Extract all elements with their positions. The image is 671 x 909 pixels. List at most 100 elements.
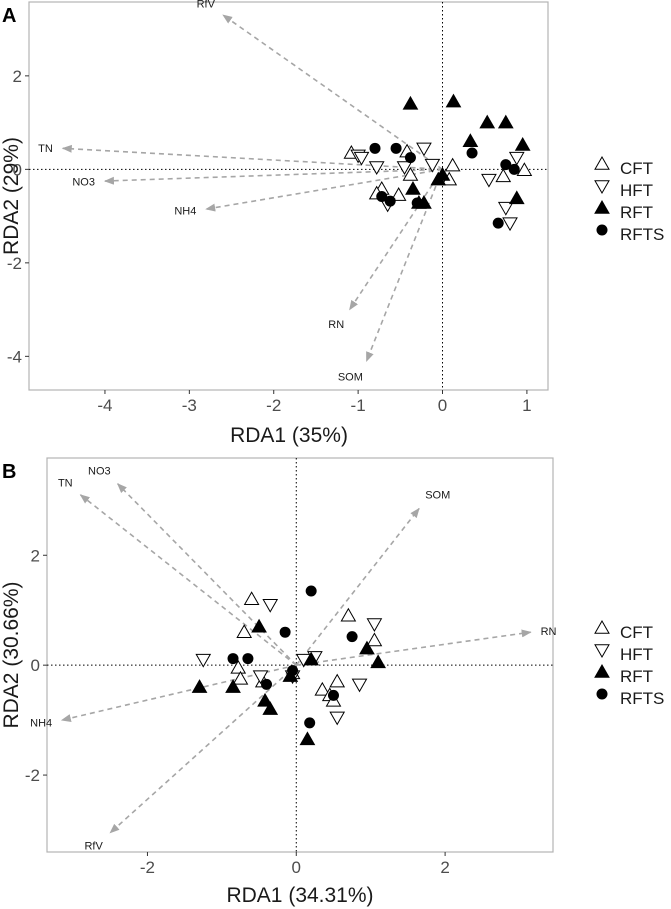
panel-b-arrow-label-rn: RN: [541, 626, 557, 638]
panel-a-x-tick-label: 0: [438, 396, 447, 415]
panel-a-point-rfts: [384, 195, 396, 207]
panel-a-arrow-label-nh4: NH4: [174, 206, 196, 218]
panel-b-arrow-label-nh4: NH4: [30, 717, 52, 729]
legend-b-marker-rfts: [596, 688, 608, 700]
panel-a-y-tick-label: 2: [13, 67, 22, 86]
panel-b-point-cft: [232, 670, 249, 685]
panel-b-point-rfts: [305, 585, 317, 597]
panel-a-point-hft: [424, 158, 441, 173]
panel-a-x-tick-label: -2: [266, 396, 281, 415]
panel-a-point-rft: [434, 166, 451, 181]
panel-b-point-cft: [314, 681, 331, 696]
panel-b-arrow-label-rfv: RfV: [84, 840, 103, 852]
panel-a-x-tick-label: -4: [97, 396, 112, 415]
panel-a-x-tick-label: 1: [522, 396, 531, 415]
panel-b-point-rft: [257, 692, 273, 707]
panel-a-x-tick-label: -3: [182, 396, 197, 415]
panel-b: B NO3 TN SOM RN NH4 RfV -2 0 2 -2 0 2 RDA1 (34.31%…: [0, 457, 557, 907]
panel-a-arrow-label-rfv: RfV: [197, 0, 216, 10]
panel-a-point-rft: [508, 190, 525, 205]
panel-b-point-hft: [329, 711, 346, 726]
panel-b-point-rfts: [327, 689, 339, 701]
panel-b-point-rfts: [346, 631, 358, 643]
legend-a-label-rft: RFT: [620, 203, 653, 222]
panel-a-point-rft: [402, 95, 419, 110]
legend-a-marker-rft: [594, 199, 610, 214]
panel-a-point-cft: [495, 168, 512, 183]
legend-b-label-cft: CFT: [620, 623, 653, 642]
panel-a-point-rfts: [390, 142, 402, 154]
panel-a-arrow-label-rn: RN: [328, 319, 344, 331]
panel-a-arrow-rfv: [222, 14, 443, 171]
panel-a-x-tick-label: -1: [351, 396, 366, 415]
panel-a-point-hft: [416, 142, 432, 157]
panel-b-plot-frame: [46, 457, 554, 853]
legend-a-marker-cft: [594, 155, 610, 170]
panel-a-point-rft: [462, 133, 479, 148]
panel-a-point-rfts: [404, 152, 416, 164]
panel-b-point-hft: [252, 670, 269, 685]
panel-b-point-hft: [262, 598, 279, 613]
panel-b-arrow-rfv: [109, 664, 297, 834]
panel-b-x-tick-label: 2: [440, 858, 449, 877]
panel-a-y-tick-label: -4: [7, 347, 22, 366]
panel-a-y-tick-label: 0: [13, 160, 22, 179]
panel-a-point-hft: [396, 161, 413, 176]
panel-b-arrow-label-tn: TN: [58, 478, 73, 490]
panel-b-arrow-rn: [296, 629, 532, 666]
panel-b-letter: B: [2, 461, 16, 483]
panel-a-point-cft: [516, 162, 533, 177]
panel-b-point-cft: [230, 659, 247, 674]
panel-a-point-rfts: [492, 217, 504, 229]
panel-b-point-rft: [262, 701, 279, 715]
legend-b: CFT HFT RFT RFTS: [594, 619, 664, 708]
panel-b-point-hft: [366, 618, 383, 632]
panel-a-arrow-no3: [103, 168, 443, 185]
panel-a-arrow-nh4: [205, 168, 443, 212]
panel-a-point-rft: [514, 137, 531, 151]
panel-b-point-rft: [359, 640, 375, 655]
panel-a-letter: A: [2, 5, 16, 27]
panel-b-point-rft: [225, 679, 241, 693]
panel-b-point-cft: [243, 591, 260, 605]
legend-a-label-rfts: RFTS: [620, 225, 664, 244]
legend-b-marker-hft: [594, 644, 610, 659]
panel-b-x-axis-title: RDA1 (34.31%): [226, 884, 373, 907]
panel-a-point-rfts: [411, 197, 423, 209]
panel-b-point-rfts: [287, 665, 299, 677]
panel-a-point-rfts: [466, 147, 478, 159]
panel-b-point-rfts: [242, 653, 254, 665]
panel-b-arrow-tn: [79, 494, 297, 666]
panel-a-point-hft: [368, 161, 385, 176]
panel-b-x-tick-label: -2: [140, 858, 155, 877]
legend-a-marker-rfts: [596, 224, 608, 236]
legend-a: CFT HFT RFT RFTS: [594, 155, 664, 244]
panel-b-point-rfts: [304, 717, 316, 729]
panel-a-arrow-label-no3: NO3: [72, 176, 95, 188]
panel-b-point-hft: [195, 653, 212, 668]
panel-a-y-tick-label: -2: [7, 254, 22, 273]
panel-b-y-tick-label: 2: [31, 546, 40, 565]
panel-a-point-rfts: [376, 190, 388, 202]
panel-b-arrow-label-no3: NO3: [88, 466, 111, 478]
panel-b-point-cft: [329, 673, 346, 688]
legend-a-marker-hft: [594, 180, 610, 195]
legend-b-marker-rft: [594, 663, 610, 678]
panel-a-point-rfts: [500, 159, 512, 171]
panel-b-point-cft: [366, 632, 383, 647]
panel-b-point-rft: [303, 651, 320, 666]
panel-b-arrow-som: [295, 507, 420, 666]
panel-b-arrow-label-som: SOM: [425, 490, 450, 502]
legend-b-label-rft: RFT: [620, 667, 653, 686]
panel-b-point-hft: [351, 678, 368, 693]
legend-b-label-rfts: RFTS: [620, 689, 664, 708]
panel-b-point-rfts: [261, 678, 273, 690]
panel-b-point-cft: [236, 624, 253, 638]
legend-a-label-cft: CFT: [620, 159, 653, 178]
panel-b-arrow-no3: [116, 483, 297, 666]
panel-b-point-rft: [370, 654, 386, 669]
panel-a-point-hft: [353, 151, 370, 166]
panel-a-point-rft: [497, 114, 514, 129]
panel-a-point-rfts: [369, 142, 381, 154]
